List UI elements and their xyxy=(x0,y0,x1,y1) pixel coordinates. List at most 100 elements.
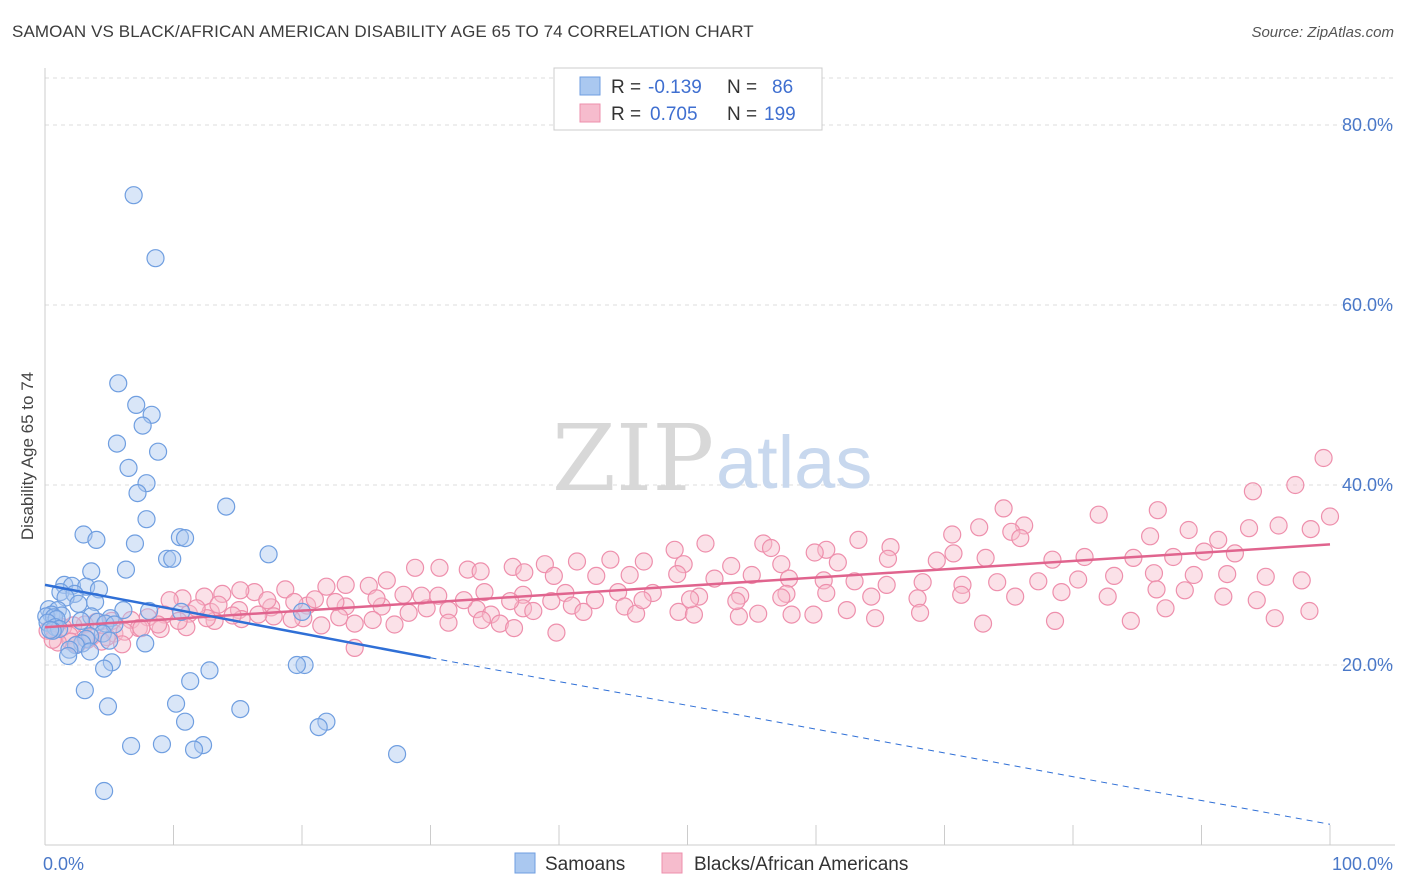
blacks-point xyxy=(399,603,418,622)
samoans-point xyxy=(60,640,79,659)
blacks-point xyxy=(1052,582,1071,602)
legend-r-value-2: 0.705 xyxy=(650,104,698,125)
blacks-point xyxy=(970,518,989,537)
blacks-point xyxy=(501,591,520,611)
blacks-point xyxy=(817,540,836,559)
trend-line-blacks xyxy=(44,543,1331,629)
legend-swatch-blacks xyxy=(579,103,601,123)
blacks-point xyxy=(878,549,898,568)
blacks-point xyxy=(544,566,563,586)
blacks-point xyxy=(1239,519,1259,538)
blacks-point xyxy=(547,623,566,642)
samoans-point xyxy=(287,655,306,675)
blacks-point xyxy=(562,596,581,615)
samoans-point xyxy=(69,594,88,613)
blacks-point xyxy=(817,583,836,603)
blacks-point xyxy=(430,558,449,577)
samoans-point xyxy=(109,374,128,393)
blacks-point xyxy=(761,538,781,558)
blacks-point xyxy=(326,592,345,612)
blacks-point xyxy=(772,588,791,607)
blacks-point xyxy=(574,602,593,622)
blacks-point xyxy=(1164,547,1183,567)
blacks-point xyxy=(804,605,823,624)
y-tick-label-80: 80.0% xyxy=(1342,115,1393,135)
samoans-point xyxy=(193,735,213,755)
blacks-point xyxy=(994,499,1013,518)
blacks-point xyxy=(849,530,868,550)
samoans-point xyxy=(95,659,114,678)
blacks-point xyxy=(696,534,715,553)
blacks-point xyxy=(1218,564,1237,584)
blacks-point xyxy=(312,616,331,635)
watermark-atlas: atlas xyxy=(716,421,872,504)
samoans-point xyxy=(59,646,78,666)
samoans-point xyxy=(170,528,190,547)
blacks-point xyxy=(377,571,396,590)
blacks-point xyxy=(1269,516,1288,535)
blacks-point xyxy=(264,607,283,626)
blacks-point xyxy=(394,585,413,604)
blacks-point xyxy=(439,613,458,632)
samoans-point xyxy=(116,560,136,579)
blacks-point xyxy=(952,585,971,604)
bottom-legend-samoans: Samoans xyxy=(545,854,625,875)
blacks-point xyxy=(1006,587,1025,606)
blacks-point xyxy=(749,604,768,623)
blacks-point xyxy=(910,603,930,622)
samoans-point xyxy=(125,534,145,553)
blacks-point xyxy=(1002,522,1021,541)
y-tick-label-20: 20.0% xyxy=(1342,655,1393,675)
blacks-point xyxy=(503,557,522,577)
blacks-point xyxy=(471,562,490,581)
samoans-point xyxy=(166,694,186,713)
blacks-point xyxy=(927,551,946,570)
samoans-point xyxy=(80,642,100,661)
blacks-point xyxy=(729,607,749,626)
samoans-point xyxy=(181,672,200,691)
trend-line-samoans xyxy=(44,583,431,660)
blacks-point xyxy=(973,614,993,633)
blacks-point xyxy=(837,600,856,620)
samoans-point xyxy=(114,600,133,620)
blacks-point xyxy=(633,591,652,610)
samoans-point xyxy=(295,655,314,675)
y-axis-label: Disability Age 65 to 74 xyxy=(18,372,37,540)
blacks-point xyxy=(866,609,885,628)
blacks-point xyxy=(988,573,1007,592)
blacks-point xyxy=(1300,601,1319,621)
samoans-point xyxy=(200,661,219,680)
y-tick-labels: 20.0% 40.0% 60.0% 80.0% xyxy=(1342,115,1393,675)
blacks-point xyxy=(542,591,561,611)
trend-lines xyxy=(44,543,1331,825)
blacks-point xyxy=(490,614,509,633)
blacks-point xyxy=(1243,482,1263,501)
blacks-point xyxy=(1089,505,1108,524)
blacks-point xyxy=(742,565,761,585)
blacks-point xyxy=(524,601,543,621)
legend-swatch-samoans xyxy=(579,76,601,96)
blacks-point xyxy=(209,595,228,614)
samoans-point xyxy=(136,634,155,653)
blacks-point xyxy=(601,550,620,569)
blacks-point xyxy=(772,555,791,574)
samoans-point xyxy=(152,735,172,754)
blacks-point xyxy=(258,591,277,610)
blacks-point xyxy=(475,582,494,602)
samoans-point xyxy=(217,497,236,516)
legend-n-label-2: N = xyxy=(727,104,757,125)
blacks-point xyxy=(943,525,962,544)
blacks-point xyxy=(615,597,634,616)
blacks-point xyxy=(1105,566,1124,586)
samoans-point xyxy=(231,699,250,719)
samoans-point xyxy=(107,434,127,453)
blacks-point xyxy=(777,584,796,604)
blacks-point xyxy=(674,555,693,574)
blacks-point xyxy=(305,590,324,609)
samoans-point xyxy=(148,442,168,461)
chart-title: SAMOAN VS BLACK/AFRICAN AMERICAN DISABIL… xyxy=(12,22,754,41)
blacks-point xyxy=(1225,544,1245,563)
samoans-point xyxy=(137,474,156,493)
legend-r-label-2: R = xyxy=(611,104,641,125)
